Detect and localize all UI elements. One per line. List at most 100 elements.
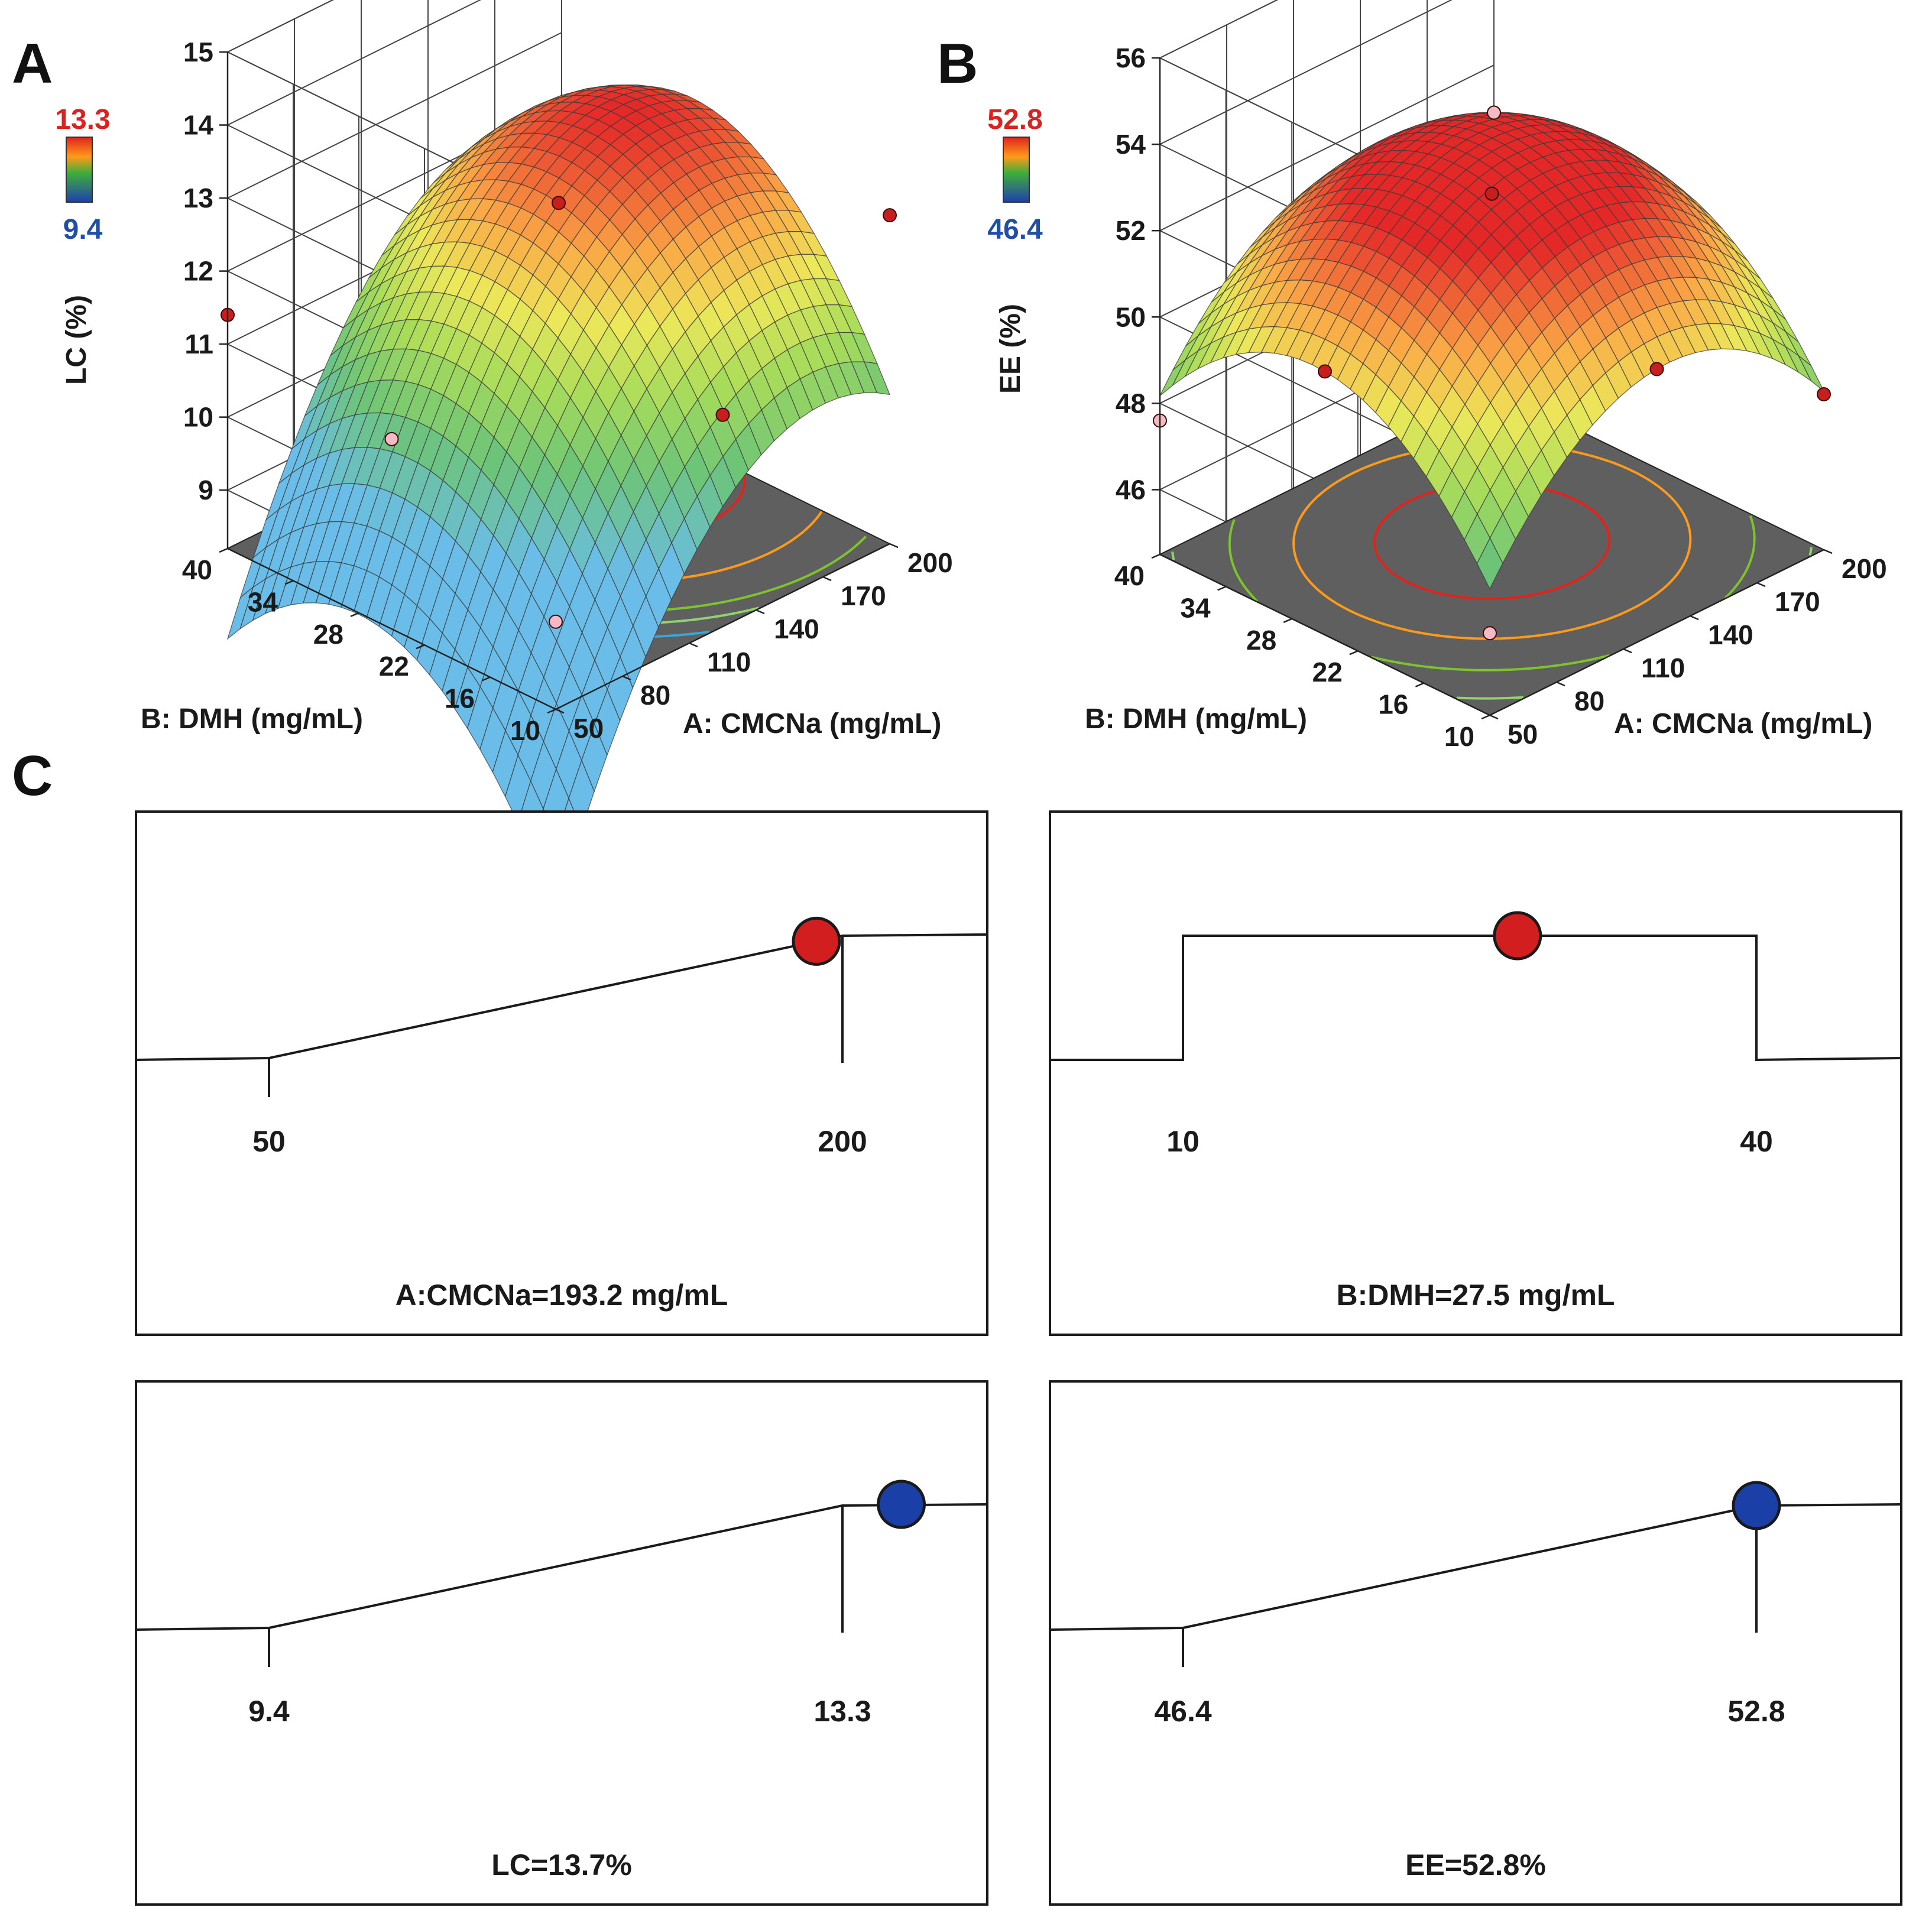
ramp-lc: 9.4 13.3 LC=13.7% <box>135 1380 988 1906</box>
x-tick-label: 50 <box>1508 719 1538 750</box>
y-tick-label: 28 <box>313 619 343 650</box>
design-point <box>1649 362 1664 377</box>
y-tick-label: 40 <box>1114 560 1145 591</box>
x-tick-label: 140 <box>774 614 819 644</box>
design-point <box>1487 105 1501 120</box>
ramp-line-cmcna <box>135 933 988 1061</box>
design-points-ee <box>1153 105 1831 641</box>
x-tick-label: 140 <box>1708 619 1753 650</box>
desirability-ramps: 50 200 A:CMCNa=193.2 mg/mL 10 40 B:DMH=2… <box>135 810 1902 1906</box>
z-tick-label: 50 <box>1116 301 1146 332</box>
ramp-low-label-lc: 9.4 <box>248 1695 290 1728</box>
axes-frame-lc <box>226 52 890 711</box>
design-point <box>552 196 566 210</box>
ramp-low-label-dmh: 10 <box>1166 1125 1200 1158</box>
y-tick-label: 16 <box>445 683 475 714</box>
ramp-low-label-cmcna: 50 <box>252 1125 286 1158</box>
ramp-line-ee <box>1049 1503 1902 1631</box>
tick-labels-lc: 50 80 110 140 170 200 10 16 22 28 34 40 9 10 11 12 13 14 1… <box>182 37 953 746</box>
y-tick-label: 22 <box>1312 657 1343 687</box>
surface-plot-ee: B 50 80 110 140 170 200 10 16 22 28 34 40 46 48 50 52 54… <box>937 0 1887 752</box>
ramp-caption-ee: EE=52.8% <box>1405 1848 1546 1881</box>
y-tick-label: 28 <box>1246 625 1276 656</box>
design-points-lc <box>221 196 897 629</box>
legend-min-ee: 46.4 <box>987 214 1043 245</box>
x-tick-label: 200 <box>1842 553 1887 584</box>
ramp-box-ee <box>1049 1380 1902 1906</box>
ramp-high-label-cmcna: 200 <box>818 1125 867 1158</box>
z-tick-label: 48 <box>1116 388 1146 419</box>
x-tick-label: 170 <box>841 580 886 611</box>
design-point <box>1817 387 1831 402</box>
ramp-caption-cmcna: A:CMCNa=193.2 mg/mL <box>396 1279 728 1312</box>
ramp-marker-ee <box>1732 1481 1781 1530</box>
design-point <box>549 614 563 629</box>
z-axis-title-ee: EE (%) <box>995 304 1026 394</box>
ramp-cmcna: 50 200 A:CMCNa=193.2 mg/mL <box>135 810 988 1336</box>
ramp-high-label-dmh: 40 <box>1740 1125 1773 1158</box>
y-axis-title-lc: B: DMH (mg/mL) <box>141 703 363 735</box>
response-surface-ee <box>1159 112 1824 590</box>
z-tick-label: 10 <box>183 402 213 433</box>
z-tick-label: 14 <box>183 110 214 141</box>
legend-bar-ee <box>1003 137 1030 203</box>
ramp-dmh: 10 40 B:DMH=27.5 mg/mL <box>1049 810 1902 1336</box>
z-tick-label: 11 <box>184 329 213 359</box>
panel-letter-b: B <box>937 32 978 95</box>
ramp-ee: 46.4 52.8 EE=52.8% <box>1049 1380 1902 1906</box>
ramp-box-cmcna <box>135 810 988 1336</box>
x-tick-label: 110 <box>1641 653 1685 683</box>
axes-frame-ee <box>1159 58 1824 716</box>
ramp-high-label-lc: 13.3 <box>813 1695 871 1728</box>
ramp-low-label-ee: 46.4 <box>1154 1695 1212 1728</box>
panel-letter-c: C <box>12 744 53 807</box>
z-tick-label: 46 <box>1116 474 1146 505</box>
x-tick-label: 170 <box>1775 586 1820 617</box>
surface-plot-lc: A 50 80 110 140 170 200 10 16 22 28 34 40 9 10 11 12 13 1… <box>12 0 953 912</box>
design-point <box>1483 626 1497 641</box>
z-tick-label: 56 <box>1116 43 1146 73</box>
z-axis-title-lc: LC (%) <box>61 295 92 385</box>
x-tick-label: 50 <box>573 713 604 744</box>
ramp-marker-lc <box>877 1480 926 1529</box>
ramp-box-dmh <box>1049 810 1902 1336</box>
design-point <box>384 432 399 446</box>
y-tick-label: 10 <box>1444 721 1474 752</box>
z-tick-label: 54 <box>1116 129 1146 160</box>
ramp-box-lc <box>135 1380 988 1906</box>
ramp-caption-dmh: B:DMH=27.5 mg/mL <box>1337 1279 1615 1312</box>
legend-max-lc: 13.3 <box>55 104 110 135</box>
ramp-caption-lc: LC=13.7% <box>491 1848 632 1881</box>
y-tick-label: 16 <box>1378 689 1408 720</box>
y-tick-label: 34 <box>1180 592 1211 623</box>
tick-labels-ee: 50 80 110 140 170 200 10 16 22 28 34 40 46 48 50 52 54 56 <box>1114 43 1887 752</box>
design-point <box>883 208 897 223</box>
y-tick-label: 34 <box>248 586 278 617</box>
color-legend-ee: 52.8 46.4 <box>987 104 1043 245</box>
x-axis-title-ee: A: CMCNa (mg/mL) <box>1614 708 1872 739</box>
ramp-high-label-ee: 52.8 <box>1727 1695 1785 1728</box>
legend-bar-lc <box>66 137 93 203</box>
x-axis-title-lc: A: CMCNa (mg/mL) <box>683 708 941 739</box>
y-tick-label: 10 <box>510 715 540 746</box>
ramp-marker-cmcna <box>792 916 841 966</box>
design-point <box>1318 364 1332 379</box>
design-point <box>715 407 730 422</box>
x-tick-label: 80 <box>640 680 670 711</box>
z-tick-label: 12 <box>183 256 213 287</box>
x-tick-label: 110 <box>707 647 751 677</box>
y-tick-label: 22 <box>379 651 409 682</box>
legend-max-ee: 52.8 <box>987 104 1042 135</box>
z-tick-label: 9 <box>198 475 213 505</box>
y-tick-label: 40 <box>182 554 212 585</box>
y-axis-title-ee: B: DMH (mg/mL) <box>1085 703 1307 735</box>
color-legend-lc: 13.3 9.4 <box>55 104 110 245</box>
design-point <box>1484 186 1499 201</box>
x-tick-label: 200 <box>907 547 953 578</box>
surface-patch <box>1476 537 1503 590</box>
z-tick-label: 52 <box>1116 215 1146 246</box>
x-tick-label: 80 <box>1574 686 1604 716</box>
z-tick-label: 13 <box>183 183 213 213</box>
z-tick-label: 15 <box>183 37 213 67</box>
